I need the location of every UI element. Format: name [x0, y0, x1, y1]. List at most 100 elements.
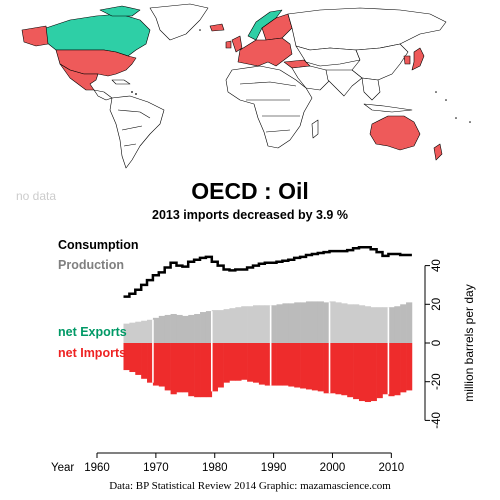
map-south-america-borders — [117, 109, 151, 147]
map-arctic-islands — [99, 5, 141, 17]
production-bar-1982 — [223, 309, 230, 343]
y-tick-label-0: 0 — [431, 340, 443, 346]
consumption-line — [123, 245, 412, 298]
x-axis-label: Year — [51, 462, 74, 474]
production-bar-1970 — [152, 317, 160, 343]
map-china — [351, 43, 409, 81]
map-country-japan — [411, 47, 425, 71]
map-madagascar — [311, 119, 319, 139]
imports-bar-2004 — [353, 343, 360, 400]
imports-bar-1989 — [264, 343, 271, 386]
production-bar-2012 — [400, 304, 407, 343]
imports-bar-1985 — [241, 343, 248, 380]
imports-bar-1991 — [276, 343, 283, 386]
imports-bar-1965 — [123, 343, 130, 371]
production-bar-1994 — [294, 302, 301, 343]
production-bar-2000 — [329, 301, 336, 343]
production-bar-1967 — [135, 321, 142, 343]
production-bar-1974 — [176, 314, 183, 343]
production-bar-1992 — [282, 303, 289, 343]
chart-title: OECD : Oil — [191, 178, 309, 204]
production-bar-1977 — [194, 313, 201, 343]
legend-net-imports: net Imports — [58, 346, 126, 360]
imports-bar-1992 — [282, 343, 289, 386]
map-oecd-europe — [237, 37, 293, 67]
map-country-mexico — [59, 63, 99, 91]
production-bar-1972 — [164, 314, 171, 343]
production-bar-1966 — [129, 322, 136, 343]
production-bar-2007 — [370, 307, 377, 343]
imports-bar-2012 — [400, 343, 407, 393]
production-bar-2008 — [376, 307, 383, 343]
imports-bar-2013 — [406, 343, 413, 391]
production-bar-1995 — [300, 302, 307, 343]
map-country-ireland — [225, 40, 232, 49]
production-bar-2013 — [406, 302, 413, 343]
y-tick-label--40: -40 — [431, 412, 443, 429]
map-country-australia — [369, 115, 421, 151]
map-country-new-zealand — [433, 143, 443, 161]
imports-bar-2001 — [335, 343, 342, 395]
imports-bar-1973 — [170, 343, 177, 395]
production-bar-1997 — [311, 301, 319, 343]
production-bar-1969 — [147, 319, 154, 343]
production-bar-1998 — [317, 301, 324, 343]
map-country-uk — [231, 35, 243, 53]
imports-bar-1972 — [164, 343, 171, 391]
imports-bar-1996 — [305, 343, 313, 390]
production-bar-1965 — [123, 323, 130, 343]
map-country-norway — [247, 9, 283, 41]
production-bar-1985 — [241, 306, 248, 343]
production-bar-2006 — [364, 306, 372, 343]
production-bar-1999 — [323, 302, 330, 343]
legend-production: Production — [58, 258, 124, 272]
map-middle-east — [291, 65, 331, 91]
imports-bar-1976 — [188, 343, 195, 397]
imports-bar-1990 — [270, 343, 277, 386]
x-tick-label-1960: 1960 — [84, 462, 110, 474]
imports-bars — [123, 343, 413, 403]
y-tick-label-20: 20 — [431, 298, 443, 311]
x-axis: 1960 1970 1980 1990 2000 2010 — [84, 452, 404, 474]
chart-subtitle: 2013 imports decreased by 3.9 % — [152, 208, 348, 222]
map-country-south-korea — [403, 55, 411, 65]
production-bar-1971 — [158, 315, 165, 343]
map-africa — [225, 65, 313, 149]
production-bar-2002 — [341, 303, 348, 343]
imports-bar-2000 — [329, 343, 336, 394]
production-bar-1986 — [247, 306, 254, 343]
production-bar-1978 — [200, 312, 207, 343]
map-central-america — [93, 89, 113, 101]
imports-bar-1977 — [194, 343, 201, 398]
imports-bar-1988 — [258, 343, 266, 385]
imports-bar-1968 — [141, 343, 148, 379]
imports-bar-1981 — [217, 343, 224, 388]
x-tick-label-2000: 2000 — [320, 462, 346, 474]
imports-bar-1978 — [200, 343, 207, 398]
production-bar-2005 — [358, 305, 366, 343]
imports-bar-2007 — [370, 343, 377, 402]
map-caribbean — [111, 79, 131, 85]
imports-bar-2002 — [341, 343, 348, 396]
production-bar-2004 — [353, 304, 360, 343]
production-bar-2003 — [347, 304, 354, 343]
x-tick-label-1990: 1990 — [261, 462, 287, 474]
imports-bar-2008 — [376, 343, 383, 399]
imports-bar-1986 — [247, 343, 254, 382]
imports-bar-1987 — [253, 343, 260, 383]
production-bar-1984 — [235, 307, 242, 343]
y-tick-label-40: 40 — [431, 259, 443, 272]
world-map — [21, 3, 471, 169]
map-country-iceland — [209, 23, 225, 32]
map-no-data-label: no data — [16, 189, 57, 203]
y-axis-label: million barrels per day — [462, 284, 476, 401]
production-bar-1987 — [253, 305, 260, 343]
production-bar-1993 — [288, 303, 295, 343]
imports-bar-1984 — [235, 343, 242, 381]
imports-bar-1979 — [205, 343, 213, 398]
production-bar-1975 — [182, 315, 189, 343]
production-bar-1990 — [270, 305, 277, 343]
production-bar-1973 — [170, 313, 177, 343]
imports-bar-1995 — [300, 343, 307, 389]
legend-net-exports: net Exports — [58, 325, 127, 339]
